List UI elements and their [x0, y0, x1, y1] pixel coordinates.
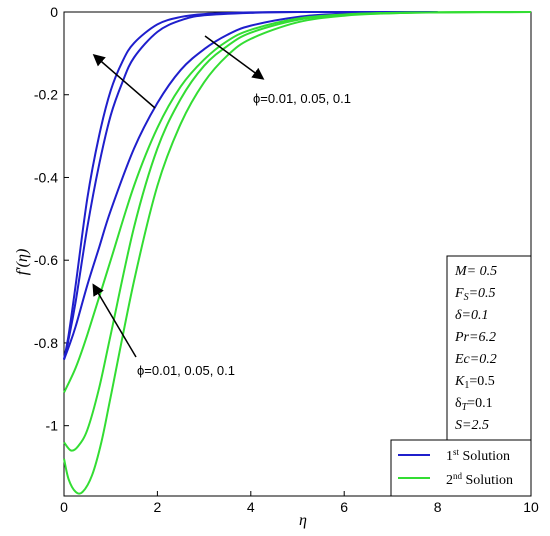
param-ec: Ec=0.2	[454, 352, 497, 367]
legend	[390, 439, 532, 497]
parameters-box	[446, 255, 532, 441]
upper-arrow-right	[204, 35, 265, 80]
y-tick-label: 0	[50, 4, 58, 20]
y-tick-label: -0.8	[34, 335, 58, 351]
y-tick-label: -0.6	[34, 252, 58, 268]
x-axis-title: η	[299, 512, 307, 529]
first-solution-curve-2	[63, 10, 438, 360]
x-axis-ticks: 0 2 4 6 8 10	[60, 491, 539, 515]
param-k1: K1=0.5	[454, 374, 495, 391]
x-tick-label: 8	[434, 499, 442, 515]
legend-label-2nd: 2nd Solution	[446, 471, 513, 488]
y-axis-title: f′(η)	[14, 249, 31, 276]
legend-label-1st: 1st Solution	[446, 447, 510, 464]
x-tick-label: 6	[340, 499, 348, 515]
param-fs: FS=0.5	[454, 286, 496, 303]
y-tick-label: -0.2	[34, 87, 58, 103]
y-tick-label: -0.4	[34, 169, 58, 185]
second-solution-curve-3	[63, 11, 532, 495]
first-solution-curve-3	[63, 11, 438, 360]
param-delta: δ=0.1	[455, 308, 488, 323]
param-m: M= 0.5	[454, 264, 497, 279]
x-tick-label: 0	[60, 499, 68, 515]
curves	[63, 10, 532, 495]
param-s: S=2.5	[455, 418, 489, 433]
upper-arrow-left	[92, 54, 156, 109]
annotation-lower: ϕ=0.01, 0.05, 0.1	[137, 363, 235, 378]
param-pr: Pr=6.2	[454, 330, 496, 345]
x-tick-label: 2	[154, 499, 162, 515]
x-tick-label: 4	[247, 499, 255, 515]
annotation-upper: ϕ=0.01, 0.05, 0.1	[253, 91, 351, 106]
y-axis-ticks: 0 -0.2 -0.4 -0.6 -0.8 -1	[34, 4, 69, 434]
param-deltat: δT=0.1	[455, 396, 493, 413]
lower-arrow	[92, 283, 137, 358]
y-tick-label: -1	[46, 418, 59, 434]
x-tick-label: 10	[523, 499, 539, 515]
